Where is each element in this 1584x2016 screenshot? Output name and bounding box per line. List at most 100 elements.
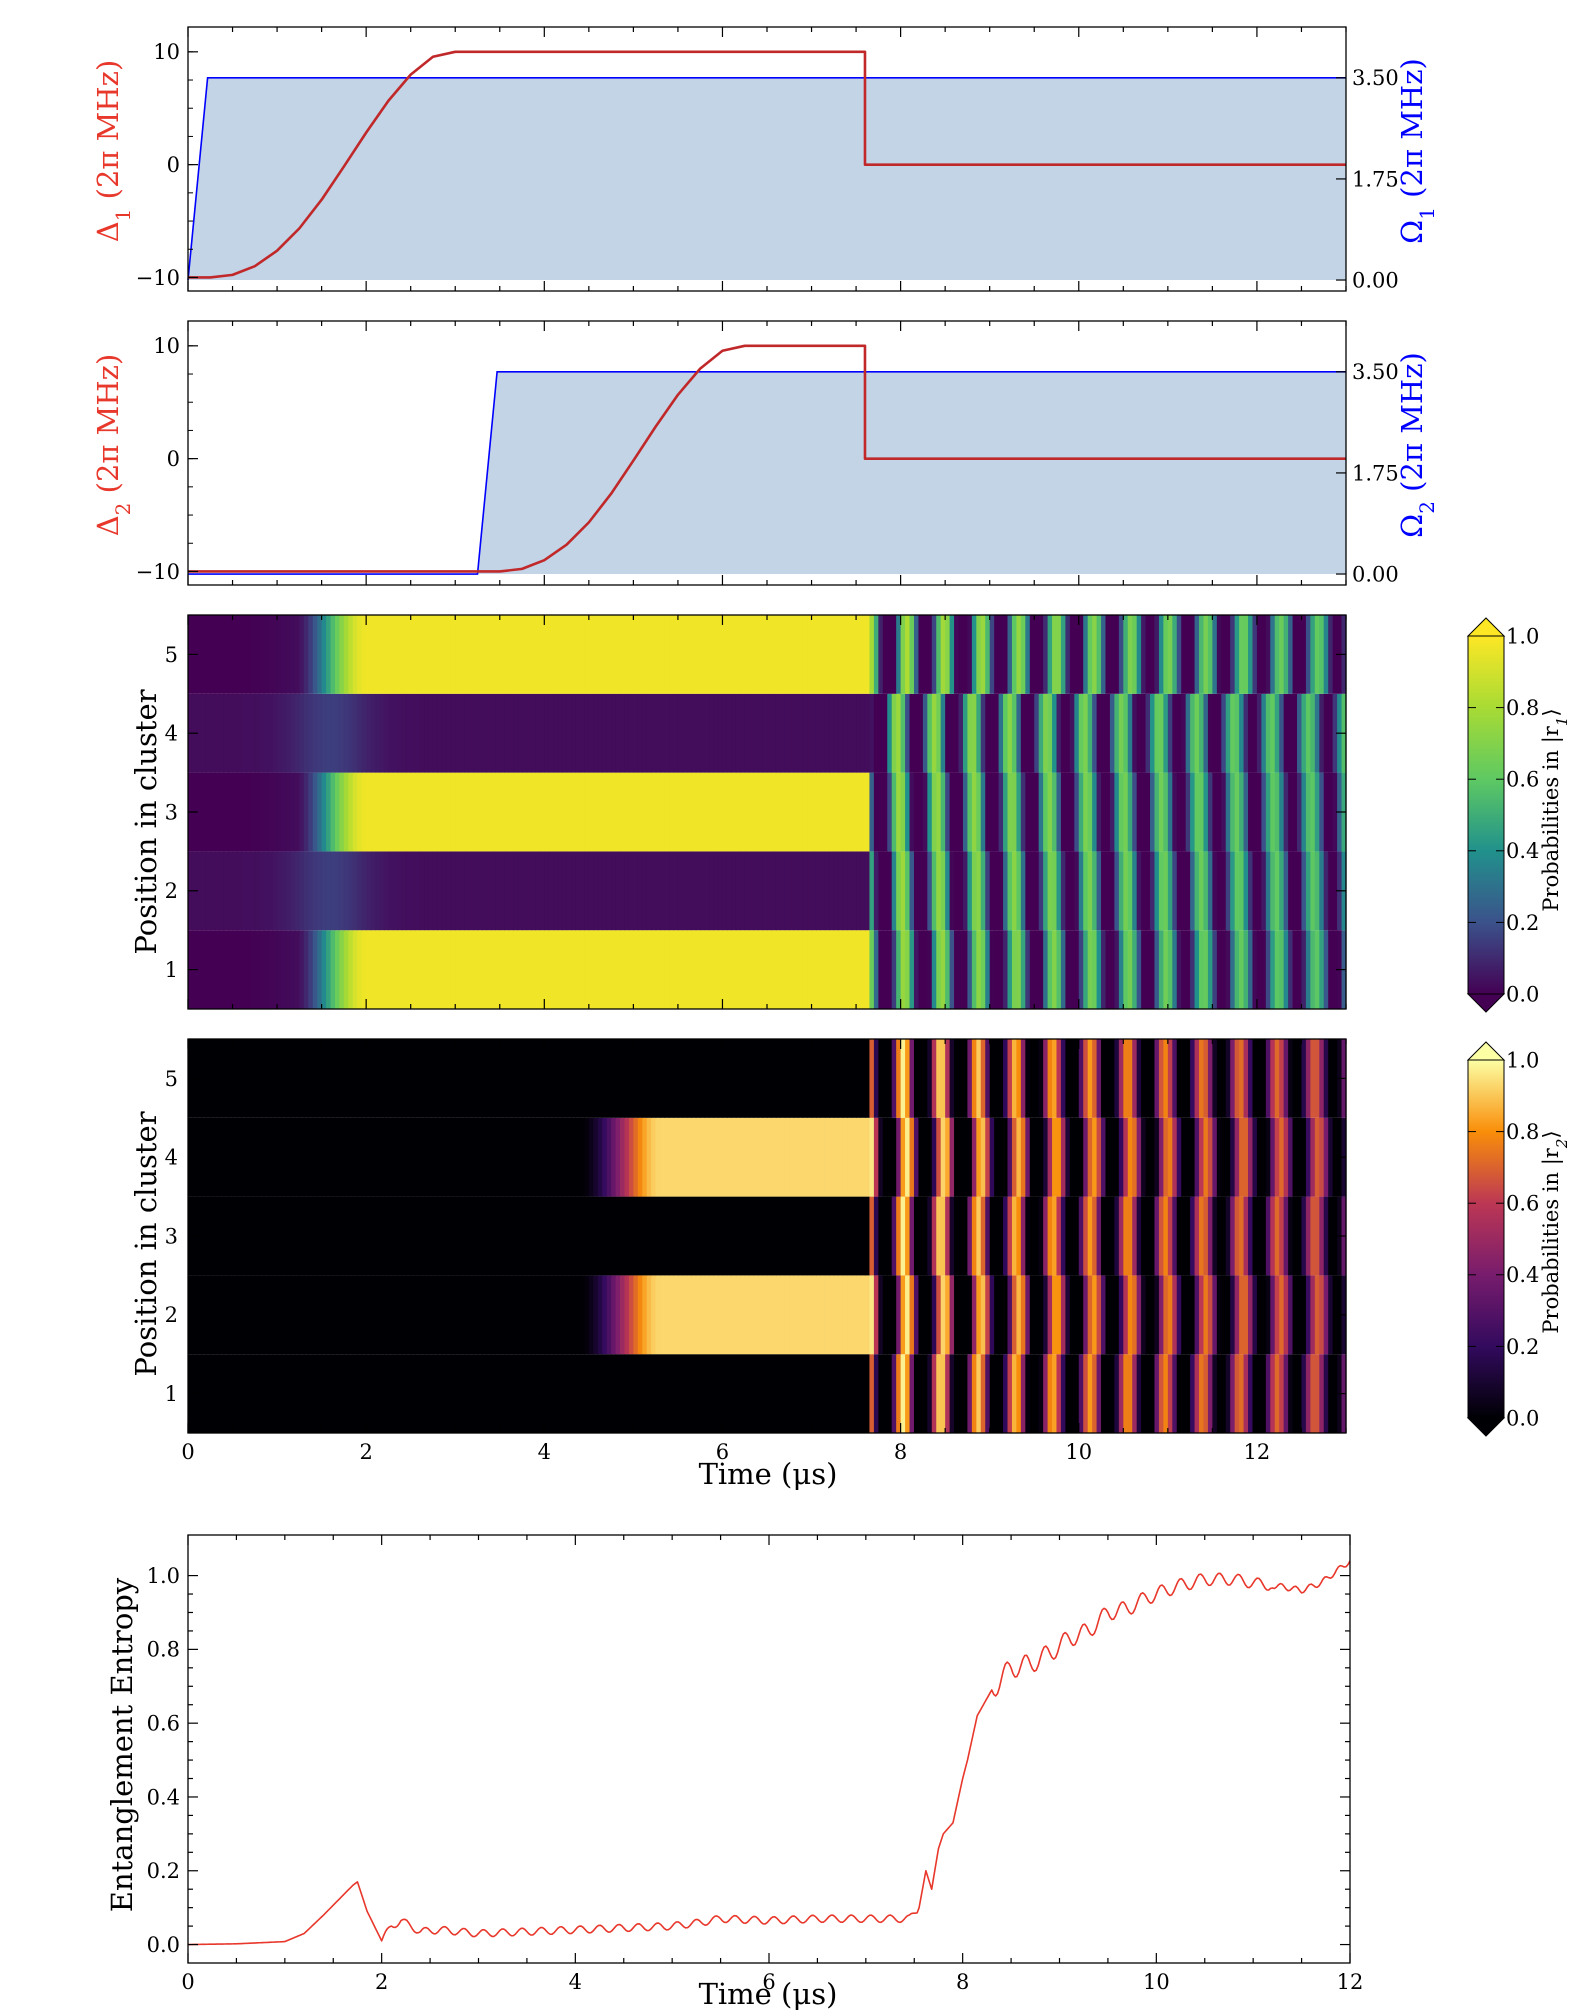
- heatmap-cell: [379, 1196, 385, 1276]
- heatmap-cell: [357, 1196, 363, 1276]
- heatmap-cell: [397, 1039, 403, 1118]
- heatmap-cell: [611, 1196, 617, 1276]
- heatmap-cell: [878, 1039, 884, 1118]
- heatmap-cell: [245, 851, 251, 931]
- heatmap-cell: [784, 615, 790, 694]
- heatmap-cell: [829, 693, 835, 773]
- heatmap-cell: [263, 772, 269, 852]
- heatmap-cell: [1038, 1275, 1044, 1355]
- heatmap-cell: [579, 1196, 585, 1276]
- heatmap-cell: [357, 1275, 363, 1355]
- heatmap-cell: [1301, 1275, 1307, 1355]
- heatmap-cell: [219, 1039, 225, 1118]
- heatmap-cell: [985, 1354, 991, 1433]
- heatmap-cell: [762, 930, 768, 1009]
- heatmap-cell: [392, 1196, 398, 1276]
- heatmap-cell: [1181, 1039, 1187, 1118]
- heatmap-cell: [1087, 930, 1093, 1009]
- heatmap-cell: [869, 1275, 875, 1355]
- heatmap-cell: [1256, 693, 1262, 773]
- heatmap-cell: [361, 1275, 367, 1355]
- heatmap-cell: [210, 615, 216, 694]
- heatmap-cell: [677, 1354, 683, 1433]
- heatmap-cell: [268, 1117, 274, 1197]
- heatmap-cell: [1163, 615, 1169, 694]
- heatmap-cell: [517, 772, 523, 852]
- heatmap-cell: [722, 851, 728, 931]
- heatmap-cell: [397, 693, 403, 773]
- heatmap-cell: [771, 693, 777, 773]
- heatmap-cell: [998, 1354, 1004, 1433]
- heatmap-cell: [455, 851, 461, 931]
- heatmap-cell: [1141, 693, 1147, 773]
- heatmap-cell: [655, 1275, 661, 1355]
- heatmap-cell: [1261, 615, 1267, 694]
- heatmap-cell: [1123, 693, 1129, 773]
- heatmap-cell: [330, 930, 336, 1009]
- heatmap-cell: [931, 772, 937, 852]
- heatmap-cell: [495, 1275, 501, 1355]
- heatmap-cell: [749, 772, 755, 852]
- heatmap-cell: [562, 1039, 568, 1118]
- heatmap-cell: [967, 615, 973, 694]
- heatmap-cell: [1109, 615, 1115, 694]
- heatmap-cell: [722, 772, 728, 852]
- y-tick-label: 1: [165, 958, 178, 982]
- heatmap-cell: [624, 1275, 630, 1355]
- heatmap-cell: [762, 1039, 768, 1118]
- heatmap-cell: [1207, 1117, 1213, 1197]
- heatmap-cell: [954, 1196, 960, 1276]
- heatmap-cell: [1096, 1196, 1102, 1276]
- heatmap-cell: [1056, 693, 1062, 773]
- heatmap-cell: [481, 1354, 487, 1433]
- heatmap-cell: [758, 1039, 764, 1118]
- heatmap-cell: [660, 693, 666, 773]
- heatmap-cell: [922, 1039, 928, 1118]
- heatmap-cell: [508, 1354, 514, 1433]
- heatmap-cell: [1203, 1117, 1209, 1197]
- y-tick-label-left: −10: [136, 266, 180, 290]
- heatmap-cell: [1239, 615, 1245, 694]
- heatmap-cell: [771, 851, 777, 931]
- heatmap-cell: [1136, 615, 1142, 694]
- heatmap-cell: [1270, 1117, 1276, 1197]
- heatmap-cell: [709, 772, 715, 852]
- heatmap-cell: [424, 1354, 430, 1433]
- rabi-line: [187, 77, 1346, 281]
- heatmap-cell: [1323, 1117, 1329, 1197]
- heatmap-cell: [232, 1354, 238, 1433]
- heatmap-cell: [695, 930, 701, 1009]
- heatmap-cell: [330, 693, 336, 773]
- rabi-fill-area: [188, 371, 1346, 575]
- heatmap-cell: [1265, 1039, 1271, 1118]
- heatmap-cell: [954, 1354, 960, 1433]
- heatmap-cell: [606, 1196, 612, 1276]
- heatmap-cell: [1288, 1117, 1294, 1197]
- heatmap-cell: [281, 615, 287, 694]
- colorbar-tick-label: 0.4: [1506, 839, 1539, 863]
- heatmap-cell: [473, 930, 479, 1009]
- heatmap-cell: [669, 851, 675, 931]
- heatmap-cell: [1252, 1196, 1258, 1276]
- heatmap-cell: [1283, 1196, 1289, 1276]
- heatmap-cell: [1297, 1039, 1303, 1118]
- heatmap-cell: [1261, 693, 1267, 773]
- heatmap-cell: [1265, 1117, 1271, 1197]
- heatmap-cell: [1279, 1196, 1285, 1276]
- heatmap-cell: [1025, 1196, 1031, 1276]
- heatmap-cell: [1011, 772, 1018, 852]
- heatmap-cell: [633, 1354, 639, 1433]
- heatmap-cell: [459, 772, 465, 852]
- heatmap-cell: [891, 1117, 897, 1197]
- heatmap-cell: [1096, 851, 1102, 931]
- heatmap-cell: [1212, 1039, 1218, 1118]
- heatmap-cell: [508, 772, 514, 852]
- heatmap-cell: [1221, 930, 1227, 1009]
- heatmap-cell: [1216, 1117, 1222, 1197]
- heatmap-cell: [1065, 851, 1071, 931]
- heatmap-cell: [606, 1117, 612, 1197]
- colorbar-label: Probabilities in |r2⟩: [1539, 1130, 1571, 1333]
- heatmap-cell: [700, 1039, 706, 1118]
- heatmap-cell: [682, 693, 688, 773]
- heatmap-cell: [1096, 1117, 1102, 1197]
